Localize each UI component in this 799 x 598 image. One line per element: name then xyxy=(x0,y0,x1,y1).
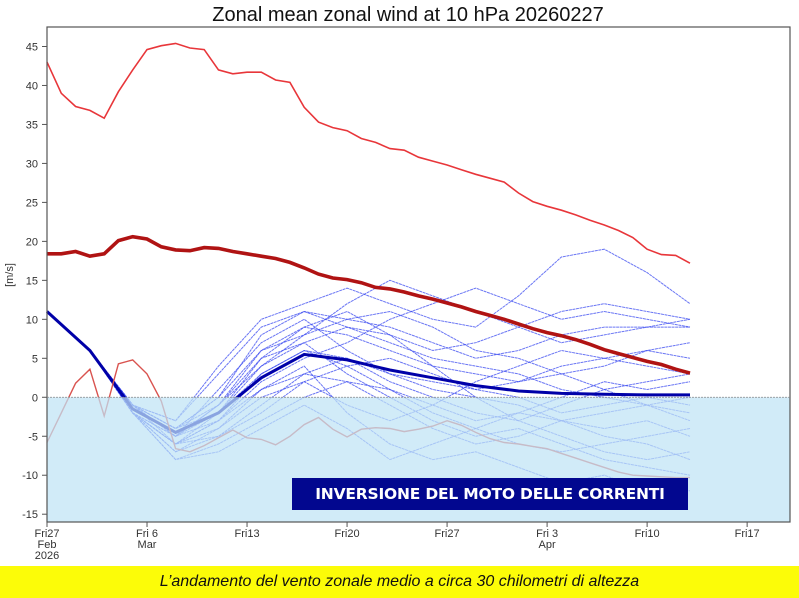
x-tick-label: Fri27 xyxy=(34,528,59,540)
y-tick-label: 10 xyxy=(26,314,38,326)
chart-title: Zonal mean zonal wind at 10 hPa 20260227 xyxy=(212,4,603,26)
y-tick-label: 15 xyxy=(26,275,38,287)
y-tick-label: -15 xyxy=(22,509,38,521)
x-tick-label: Fri 6 xyxy=(136,528,158,540)
x-tick-label: Fri13 xyxy=(235,528,260,540)
plot-frame xyxy=(46,26,791,523)
x-tick-label: Fri27 xyxy=(435,528,460,540)
x-tick-label: Fri10 xyxy=(635,528,660,540)
y-tick-label: 5 xyxy=(32,353,38,365)
y-tick-label: 0 xyxy=(32,392,38,404)
x-tick-label: Fri17 xyxy=(735,528,760,540)
x-tick-label: Fri 3 xyxy=(536,528,558,540)
y-tick-label: 35 xyxy=(26,119,38,131)
y-tick-label: 30 xyxy=(26,158,38,170)
y-tick-label: 45 xyxy=(26,41,38,53)
x-tick-label: Apr xyxy=(539,539,556,551)
y-tick-label: 20 xyxy=(26,236,38,248)
caption-bar: L’andamento del vento zonale medio a cir… xyxy=(0,566,799,598)
x-tick-label: Mar xyxy=(138,539,157,551)
ensemble-member-line-1 xyxy=(46,311,691,437)
thick-red-line xyxy=(47,234,691,375)
x-tick-label: Fri20 xyxy=(335,528,360,540)
x-tick-label: 2026 xyxy=(35,550,59,562)
axes: -15-10-5051015202530354045Fri27Feb2026Fr… xyxy=(22,41,760,562)
y-tick-label: -10 xyxy=(22,470,38,482)
upper-red-line xyxy=(46,42,691,264)
y-tick-label: -5 xyxy=(28,431,38,443)
x-tick-label: Feb xyxy=(38,539,57,551)
inversion-annotation: INVERSIONE DEL MOTO DELLE CORRENTI xyxy=(292,478,688,510)
y-tick-label: 25 xyxy=(26,197,38,209)
y-axis-label: [m/s] xyxy=(4,263,16,287)
y-tick-label: 40 xyxy=(26,80,38,92)
